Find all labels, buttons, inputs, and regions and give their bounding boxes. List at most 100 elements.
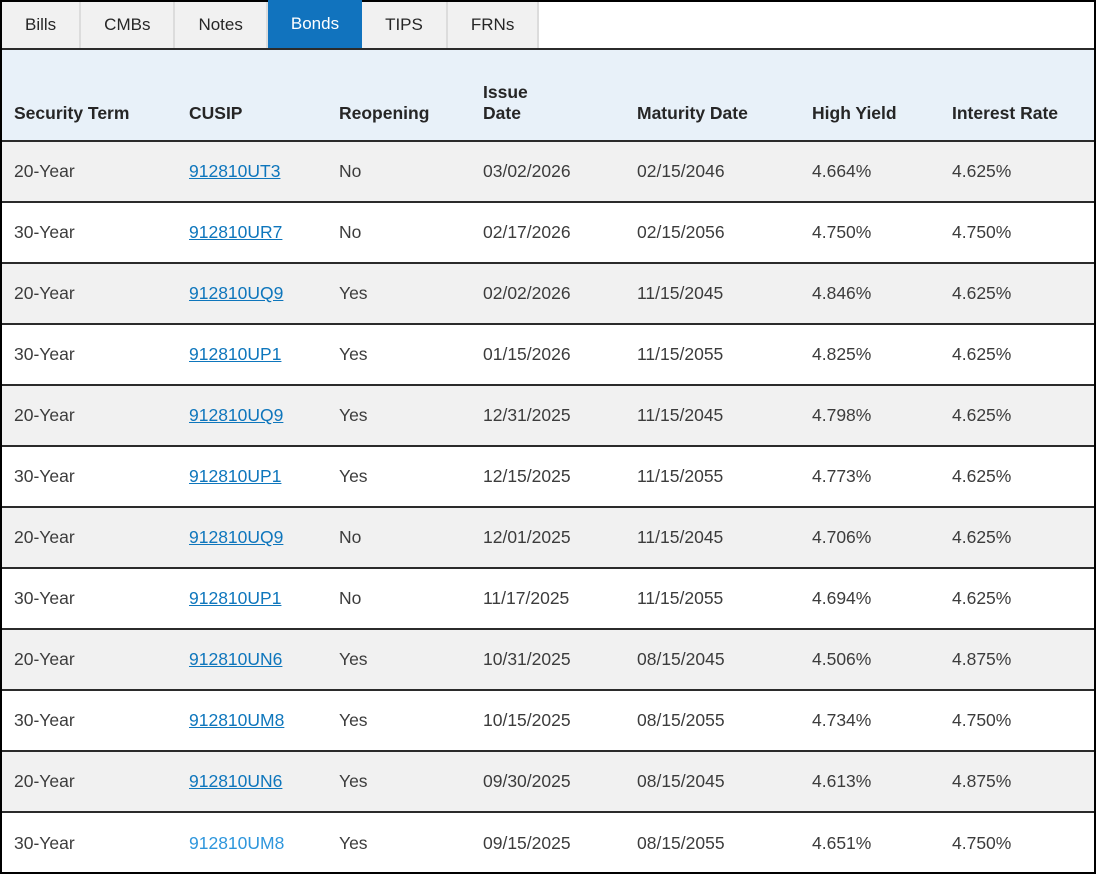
cell-high-yield: 4.694% [812,588,872,608]
cusip-link[interactable]: 912810UR7 [189,222,283,242]
cell-cusip: 912810UP1 [177,446,327,507]
col-header-maturity-date: Maturity Date [637,103,748,123]
cell-interest-rate: 4.875% [952,771,1012,791]
cell-maturity-date: 08/15/2055 [637,710,725,730]
cell-reopening: Yes [339,771,368,791]
tab-bonds[interactable]: Bonds [267,0,363,48]
cell-reopening: Yes [339,405,368,425]
cell-issue-date: 03/02/2026 [483,161,571,181]
cell-high-yield: 4.664% [812,161,872,181]
cell-interest-rate: 4.625% [952,283,1012,303]
col-header-issue-date: Issue Date [483,82,528,123]
cell-maturity-date: 11/15/2045 [637,405,724,425]
cell-maturity-date: 11/15/2055 [637,588,724,608]
cusip-link[interactable]: 912810UP1 [189,344,282,364]
auction-results-table: Security Term CUSIP Reopening Issue Date Mat… [2,48,1094,873]
cell-reopening: Yes [339,649,368,669]
table-row: 30-Year 912810UP1 No 11/17/2025 11/15/2055 4.… [2,568,1094,629]
cell-interest-rate: 4.625% [952,588,1012,608]
cusip-link[interactable]: 912810UQ9 [189,405,284,425]
cell-security-term: 30-Year [14,344,75,364]
cell-cusip: 912810UM8 [177,690,327,751]
cell-high-yield: 4.706% [812,527,872,547]
cell-cusip: 912810UP1 [177,568,327,629]
cell-security-term: 20-Year [14,771,75,791]
col-header-security-term: Security Term [14,103,130,123]
cell-cusip: 912810UN6 [177,629,327,690]
cell-high-yield: 4.734% [812,710,872,730]
cell-cusip: 912810UN6 [177,751,327,812]
cell-reopening: No [339,161,362,181]
cell-high-yield: 4.846% [812,283,872,303]
cell-reopening: Yes [339,832,368,853]
table-row: 20-Year 912810UN6 Yes 09/30/2025 08/15/2045 4… [2,751,1094,812]
table-row: 20-Year 912810UQ9 No 12/01/2025 11/15/2045 4.… [2,507,1094,568]
cell-issue-date: 12/01/2025 [483,527,571,547]
cell-issue-date: 11/17/2025 [483,588,570,608]
table-header: Security Term CUSIP Reopening Issue Date Mat… [2,49,1094,141]
col-header-high-yield: High Yield [812,103,897,123]
cell-interest-rate: 4.625% [952,405,1012,425]
cell-security-term: 30-Year [14,222,75,242]
tab-notes[interactable]: Notes [175,2,268,48]
cusip-link[interactable]: 912810UN6 [189,649,283,669]
cusip-link[interactable]: 912810UP1 [189,466,282,486]
table-row: 30-Year 912810UP1 Yes 01/15/2026 11/15/2055 4… [2,324,1094,385]
cell-interest-rate: 4.875% [952,649,1012,669]
cell-interest-rate: 4.750% [952,222,1012,242]
cell-maturity-date: 08/15/2045 [637,771,725,791]
cell-maturity-date: 11/15/2055 [637,344,724,364]
cusip-link[interactable]: 912810UQ9 [189,527,284,547]
cell-issue-date: 02/02/2026 [483,283,571,303]
cusip-link[interactable]: 912810UM8 [189,710,285,730]
cell-maturity-date: 02/15/2046 [637,161,725,181]
cell-interest-rate: 4.625% [952,344,1012,364]
cell-high-yield: 4.506% [812,649,872,669]
cell-security-term: 30-Year [14,466,75,486]
table-row: 20-Year 912810UT3 No 03/02/2026 02/15/2046 4.… [2,141,1094,202]
cell-high-yield: 4.613% [812,771,872,791]
cell-interest-rate: 4.625% [952,466,1012,486]
tab-frns[interactable]: FRNs [447,2,540,48]
cusip-link[interactable]: 912810UN6 [189,771,283,791]
cusip-link[interactable]: 912810UP1 [189,588,282,608]
cell-issue-date: 09/30/2025 [483,771,571,791]
cell-high-yield: 4.651% [812,832,872,853]
cell-security-term: 30-Year [14,588,75,608]
table-row: 30-Year 912810UP1 Yes 12/15/2025 11/15/2055 4… [2,446,1094,507]
cell-security-term: 20-Year [14,405,75,425]
cell-cusip: 912810UP1 [177,324,327,385]
cell-cusip: 912810UT3 [177,141,327,202]
cell-interest-rate: 4.750% [952,710,1012,730]
cell-interest-rate: 4.625% [952,161,1012,181]
col-header-interest-rate: Interest Rate [952,103,1059,123]
cell-issue-date: 02/17/2026 [483,222,571,242]
tab-cmbs[interactable]: CMBs [81,2,176,48]
cell-maturity-date: 11/15/2045 [637,527,724,547]
tab-tips[interactable]: TIPS [362,2,448,48]
col-header-reopening: Reopening [339,103,430,123]
cell-security-term: 20-Year [14,649,75,669]
cell-high-yield: 4.825% [812,344,872,364]
cell-security-term: 20-Year [14,283,75,303]
cell-cusip: 912810UQ9 [177,385,327,446]
cell-issue-date: 12/15/2025 [483,466,571,486]
cell-reopening: No [339,527,362,547]
cell-cusip: 912810UQ9 [177,263,327,324]
cell-cusip: 912810UM8 [177,812,327,873]
cusip-link[interactable]: 912810UT3 [189,161,281,181]
cell-security-term: 20-Year [14,527,75,547]
cell-issue-date: 10/15/2025 [483,710,571,730]
table-row: 20-Year 912810UQ9 Yes 02/02/2026 11/15/2045 4… [2,263,1094,324]
table-row: 20-Year 912810UN6 Yes 10/31/2025 08/15/2045 4… [2,629,1094,690]
cell-cusip: 912810UR7 [177,202,327,263]
cell-maturity-date: 02/15/2056 [637,222,725,242]
cusip-link[interactable]: 912810UQ9 [189,283,284,303]
tab-bar: Bills CMBs Notes Bonds TIPS FRNs [2,0,1094,48]
tab-bills[interactable]: Bills [2,2,82,48]
cell-reopening: No [339,588,362,608]
cell-reopening: Yes [339,466,368,486]
cell-reopening: Yes [339,710,368,730]
cusip-link[interactable]: 912810UM8 [189,832,285,853]
table-row: 30-Year 912810UR7 No 02/17/2026 02/15/2056 4.… [2,202,1094,263]
